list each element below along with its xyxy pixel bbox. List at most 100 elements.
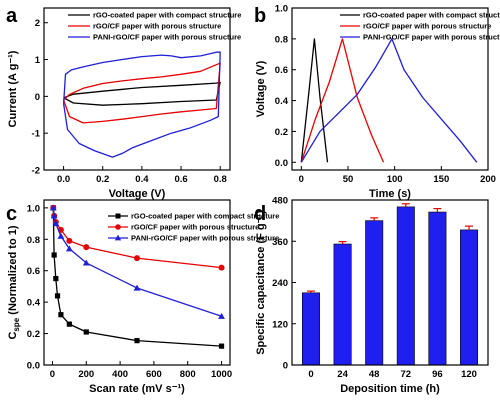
x-tick-label: 150: [433, 174, 449, 185]
panel-c-letter: c: [6, 203, 17, 225]
panel-d-letter: d: [254, 203, 266, 225]
x-tick-label: 48: [369, 369, 380, 380]
y-tick-label: -2: [32, 166, 40, 177]
x-tick-label: 600: [146, 369, 162, 380]
y-tick-label: 360: [272, 237, 288, 248]
y-axis-label: Current (A g⁻¹): [7, 50, 19, 127]
x-tick-label: 0.0: [57, 174, 70, 185]
square-marker: [134, 338, 140, 344]
plot-frame: [291, 199, 489, 366]
x-tick-label: 200: [78, 369, 94, 380]
y-axis-label-main: C: [7, 332, 19, 340]
y-tick-label: 0.8: [27, 235, 40, 246]
square-marker: [53, 275, 59, 282]
legend-label: rGO-coated paper with compact structure: [93, 11, 241, 20]
series-line-2: [62, 51, 221, 158]
legend-label: rGO-coated paper with compact structure: [363, 11, 500, 20]
legend-label: rGO/CF paper with porous structure: [363, 22, 491, 31]
y-tick-label: 0.0: [275, 158, 288, 169]
x-tick-label: 0.4: [135, 174, 149, 185]
x-tick-label: 72: [401, 369, 412, 380]
triangle-marker: [50, 212, 58, 219]
x-axis-label: Voltage (V): [109, 188, 166, 200]
panel-a-voltammetry-chart: a 0.0 0.2 0.4 0.6 0.8 -2 -1 0 1 2 rGO-coated paper…: [6, 5, 241, 200]
plot-frame: [43, 199, 231, 366]
x-tick-label: 200: [480, 174, 496, 185]
bar-96: [428, 211, 447, 366]
triangle-marker: [218, 312, 225, 319]
y-tick-label: 0.6: [275, 65, 288, 76]
series-line-0: [300, 38, 329, 163]
y-tick-label: 1.0: [275, 4, 288, 15]
triangle-marker: [65, 245, 73, 252]
x-tick-label: 0: [299, 174, 304, 185]
circle-marker: [66, 237, 73, 244]
series-line-2: [300, 38, 478, 163]
y-tick-label: 240: [272, 278, 288, 289]
x-tick-label: 0.6: [174, 174, 187, 185]
x-tick-label: 1000: [211, 369, 232, 380]
circle-marker: [134, 255, 140, 262]
panel-a-letter: a: [6, 5, 18, 27]
x-tick-label: 24: [337, 369, 348, 380]
y-tick-label: 0.6: [27, 266, 40, 277]
circle-marker: [218, 264, 225, 271]
panel-b-letter: b: [254, 5, 266, 27]
triangle-marker: [49, 204, 57, 211]
x-tick-label: 50: [343, 174, 354, 185]
y-axis-label-subscript: spe: [12, 317, 21, 331]
y-tick-label: -1: [32, 129, 41, 140]
x-tick-label: 0: [50, 369, 55, 380]
y-tick-label: 0: [35, 92, 40, 103]
legend-label: rGO/CF paper with porous structure: [93, 22, 221, 31]
triangle-marker: [82, 259, 90, 266]
y-tick-label: 0.8: [275, 34, 288, 45]
y-axis-label-rest: (Normalized to 1): [7, 225, 19, 318]
x-tick-label: 400: [112, 369, 128, 380]
y-axis-label: Cspe (Normalized to 1): [7, 225, 21, 339]
legend-label: PANI-rGO/CF paper with porous structure: [363, 33, 500, 42]
square-marker: [218, 343, 225, 349]
legend-triangle-marker: [114, 234, 122, 241]
y-tick-label: 0: [283, 361, 288, 372]
x-axis-label: Scan rate (mV s⁻¹): [89, 383, 185, 395]
y-axis-label: Specific capacitance (F g⁻¹): [255, 210, 267, 355]
x-tick-label: 800: [180, 369, 196, 380]
bar-48: [365, 220, 384, 366]
x-axis-label: Time (s): [369, 188, 411, 200]
legend-label: PANI-rGO/CF paper with porous structure: [131, 234, 279, 243]
x-tick-label: 96: [432, 369, 443, 380]
y-tick-label: 1.0: [27, 203, 40, 214]
y-tick-label: 0.4: [27, 298, 41, 309]
y-tick-label: 0.4: [275, 96, 289, 107]
legend-circle-marker: [115, 224, 121, 230]
x-tick-label: 0.8: [214, 174, 227, 185]
y-tick-label: 1: [35, 55, 41, 66]
triangle-marker: [133, 284, 141, 291]
series-line-0: [63, 81, 221, 106]
y-tick-label: 0.2: [27, 329, 40, 340]
triangle-marker: [52, 220, 60, 227]
legend-label: rGO-coated paper with compact structure: [131, 212, 279, 221]
legend-label: PANI-rGO/CF paper with porous structure: [93, 33, 241, 42]
square-marker: [51, 252, 57, 258]
y-tick-label: 2: [35, 18, 40, 29]
x-tick-label: 0: [308, 369, 313, 380]
y-tick-label: 480: [272, 196, 288, 207]
panel-d-capacitance-bar-chart: d 0 24 48 72 96 120 0 120 240 360 480 Deposition ti…: [254, 196, 489, 395]
bar-72: [396, 206, 415, 366]
series-line-1: [300, 38, 385, 163]
plot-frame: [291, 7, 489, 171]
square-marker: [58, 312, 64, 318]
y-axis-label: Voltage (V): [255, 60, 267, 117]
x-tick-label: 0.2: [96, 174, 109, 185]
plot-frame: [43, 7, 231, 171]
bar-0: [301, 292, 320, 366]
x-axis-label: Deposition time (h): [340, 383, 440, 395]
panel-c-rate-capability-chart: c 0 200 400 600 800 1000 0.0 0.2 0.4 0.6 0.8 1.0 rGO…: [6, 199, 279, 395]
bar-24: [333, 243, 352, 366]
triangle-marker: [57, 232, 65, 239]
y-tick-label: 0.0: [27, 361, 40, 372]
square-marker: [54, 293, 61, 299]
